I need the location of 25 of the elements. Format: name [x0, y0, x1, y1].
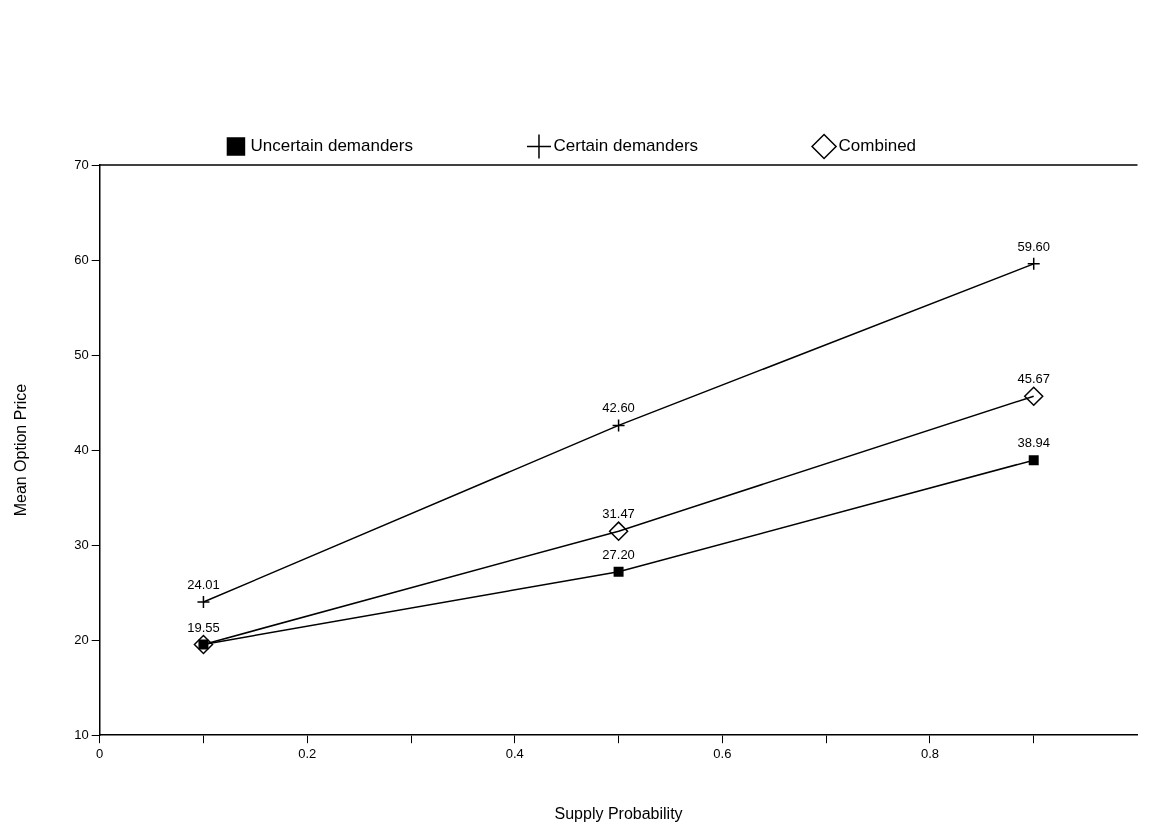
y-tick-label: 40 — [74, 441, 89, 457]
y-tick-label: 20 — [74, 631, 89, 647]
y-axis-title: Mean Option Price — [12, 383, 30, 517]
x-tick-label: 0.8 — [920, 745, 939, 761]
data-label: 42.60 — [602, 400, 635, 416]
data-label: 31.47 — [602, 506, 635, 522]
y-tick-label: 70 — [74, 156, 89, 172]
legend-label: Combined — [838, 136, 917, 156]
data-label: 59.60 — [1017, 238, 1050, 254]
data-label: 27.20 — [602, 546, 635, 562]
y-tick-label: 30 — [74, 536, 89, 552]
y-tick-label: 60 — [74, 251, 89, 267]
y-tick-label: 50 — [74, 346, 89, 362]
y-tick-label: 10 — [74, 726, 89, 742]
x-tick-label: 0.4 — [505, 745, 524, 761]
data-label: 19.55 — [187, 619, 220, 635]
x-tick-label: 0.2 — [298, 745, 317, 761]
legend-label: Uncertain demanders — [250, 136, 413, 156]
x-tick-label: 0 — [96, 745, 104, 761]
data-label: 24.01 — [187, 577, 220, 593]
data-label: 38.94 — [1017, 435, 1050, 451]
data-label: 45.67 — [1017, 371, 1050, 387]
x-axis-title: Supply Probability — [554, 804, 683, 822]
x-tick-label: 0.6 — [713, 745, 732, 761]
legend-label: Certain demanders — [553, 136, 699, 156]
